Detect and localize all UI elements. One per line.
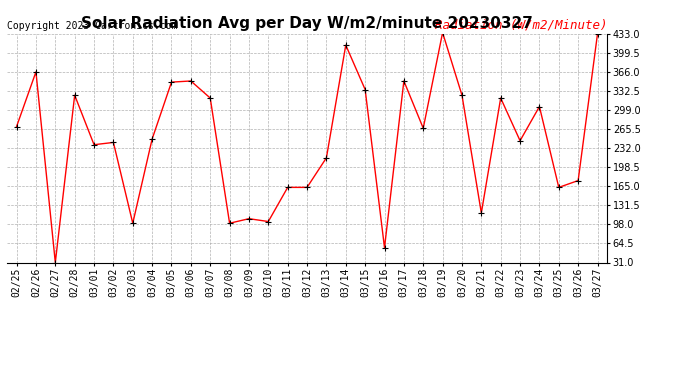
Title: Solar Radiation Avg per Day W/m2/minute 20230327: Solar Radiation Avg per Day W/m2/minute …: [81, 16, 533, 31]
Text: Radiation (W/m2/Minute): Radiation (W/m2/Minute): [435, 18, 607, 32]
Text: Copyright 2023 Cartronics.com: Copyright 2023 Cartronics.com: [7, 21, 177, 32]
